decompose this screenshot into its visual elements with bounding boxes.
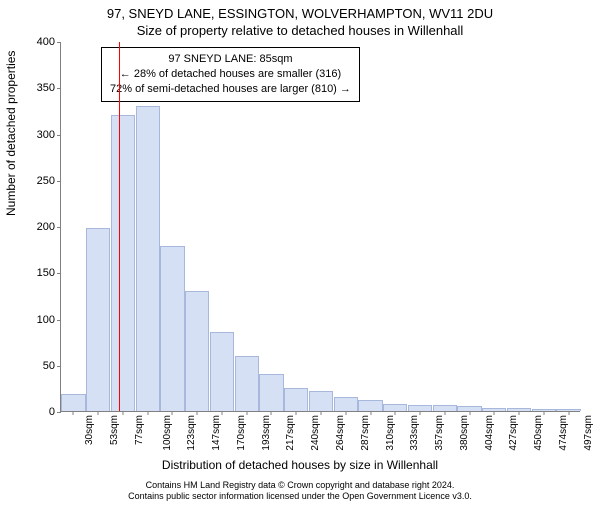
y-tick: 400 bbox=[37, 36, 61, 48]
annotation-line-2: ← 28% of detached houses are smaller (31… bbox=[110, 67, 351, 82]
x-tick-mark bbox=[271, 411, 272, 415]
x-tick: 193sqm bbox=[260, 415, 271, 451]
histogram-bar bbox=[160, 246, 184, 411]
histogram-bar bbox=[309, 391, 333, 411]
x-tick: 147sqm bbox=[211, 415, 222, 451]
x-tick-mark bbox=[147, 411, 148, 415]
histogram-bar bbox=[61, 394, 85, 411]
x-tick: 427sqm bbox=[508, 415, 519, 451]
chart-container: 97, SNEYD LANE, ESSINGTON, WOLVERHAMPTON… bbox=[0, 6, 600, 506]
y-tick: 150 bbox=[37, 267, 61, 279]
y-tick: 300 bbox=[37, 129, 61, 141]
x-tick-mark bbox=[296, 411, 297, 415]
x-tick: 170sqm bbox=[236, 415, 247, 451]
x-tick: 310sqm bbox=[384, 415, 395, 451]
x-tick: 30sqm bbox=[84, 415, 95, 445]
y-tick: 200 bbox=[37, 221, 61, 233]
x-tick: 100sqm bbox=[161, 415, 172, 451]
histogram-bar bbox=[235, 356, 259, 412]
x-tick-mark bbox=[519, 411, 520, 415]
histogram-bar bbox=[334, 397, 358, 411]
x-axis-label: Distribution of detached houses by size … bbox=[0, 458, 600, 472]
x-tick: 333sqm bbox=[409, 415, 420, 451]
x-tick-mark bbox=[370, 411, 371, 415]
plot-area: 97 SNEYD LANE: 85sqm ← 28% of detached h… bbox=[60, 42, 580, 412]
x-tick-mark bbox=[395, 411, 396, 415]
x-tick: 123sqm bbox=[186, 415, 197, 451]
histogram-bar bbox=[259, 374, 283, 411]
y-tick: 0 bbox=[49, 406, 61, 418]
annotation-line-3: 72% of semi-detached houses are larger (… bbox=[110, 82, 351, 97]
x-tick-mark bbox=[543, 411, 544, 415]
x-tick: 217sqm bbox=[285, 415, 296, 451]
x-tick-mark bbox=[221, 411, 222, 415]
x-tick-mark bbox=[469, 411, 470, 415]
chart-area: 97 SNEYD LANE: 85sqm ← 28% of detached h… bbox=[60, 42, 580, 412]
histogram-bar bbox=[383, 404, 407, 411]
footer: Contains HM Land Registry data © Crown c… bbox=[0, 480, 600, 502]
y-tick: 50 bbox=[43, 360, 61, 372]
x-tick: 497sqm bbox=[582, 415, 593, 451]
x-tick: 380sqm bbox=[459, 415, 470, 451]
chart-title-sub: Size of property relative to detached ho… bbox=[0, 23, 600, 38]
x-tick: 264sqm bbox=[335, 415, 346, 451]
y-tick: 250 bbox=[37, 175, 61, 187]
histogram-bar bbox=[185, 291, 209, 411]
histogram-bar bbox=[136, 106, 160, 411]
histogram-bar bbox=[284, 388, 308, 411]
x-tick-mark bbox=[420, 411, 421, 415]
histogram-bar bbox=[86, 228, 110, 411]
x-tick-mark bbox=[494, 411, 495, 415]
histogram-bar bbox=[210, 332, 234, 411]
x-tick-mark bbox=[321, 411, 322, 415]
x-tick: 77sqm bbox=[134, 415, 145, 445]
x-tick: 357sqm bbox=[434, 415, 445, 451]
histogram-bar bbox=[111, 115, 135, 411]
annotation-box: 97 SNEYD LANE: 85sqm ← 28% of detached h… bbox=[101, 47, 360, 102]
footer-line-1: Contains HM Land Registry data © Crown c… bbox=[0, 480, 600, 491]
y-axis-label: Number of detached properties bbox=[4, 51, 18, 216]
x-tick-mark bbox=[246, 411, 247, 415]
x-tick-mark bbox=[345, 411, 346, 415]
x-tick: 53sqm bbox=[109, 415, 120, 445]
x-tick-mark bbox=[73, 411, 74, 415]
x-tick: 404sqm bbox=[483, 415, 494, 451]
x-tick: 450sqm bbox=[533, 415, 544, 451]
x-tick-mark bbox=[568, 411, 569, 415]
y-tick: 100 bbox=[37, 314, 61, 326]
x-tick-mark bbox=[172, 411, 173, 415]
x-tick-mark bbox=[197, 411, 198, 415]
x-tick: 240sqm bbox=[310, 415, 321, 451]
chart-title-main: 97, SNEYD LANE, ESSINGTON, WOLVERHAMPTON… bbox=[0, 6, 600, 21]
x-tick-mark bbox=[98, 411, 99, 415]
marker-line bbox=[119, 42, 120, 411]
footer-line-2: Contains public sector information licen… bbox=[0, 491, 600, 502]
x-tick-mark bbox=[122, 411, 123, 415]
x-tick-mark bbox=[444, 411, 445, 415]
x-tick: 287sqm bbox=[360, 415, 371, 451]
x-tick: 474sqm bbox=[558, 415, 569, 451]
y-tick: 350 bbox=[37, 82, 61, 94]
annotation-line-1: 97 SNEYD LANE: 85sqm bbox=[110, 52, 351, 67]
histogram-bar bbox=[358, 400, 382, 411]
